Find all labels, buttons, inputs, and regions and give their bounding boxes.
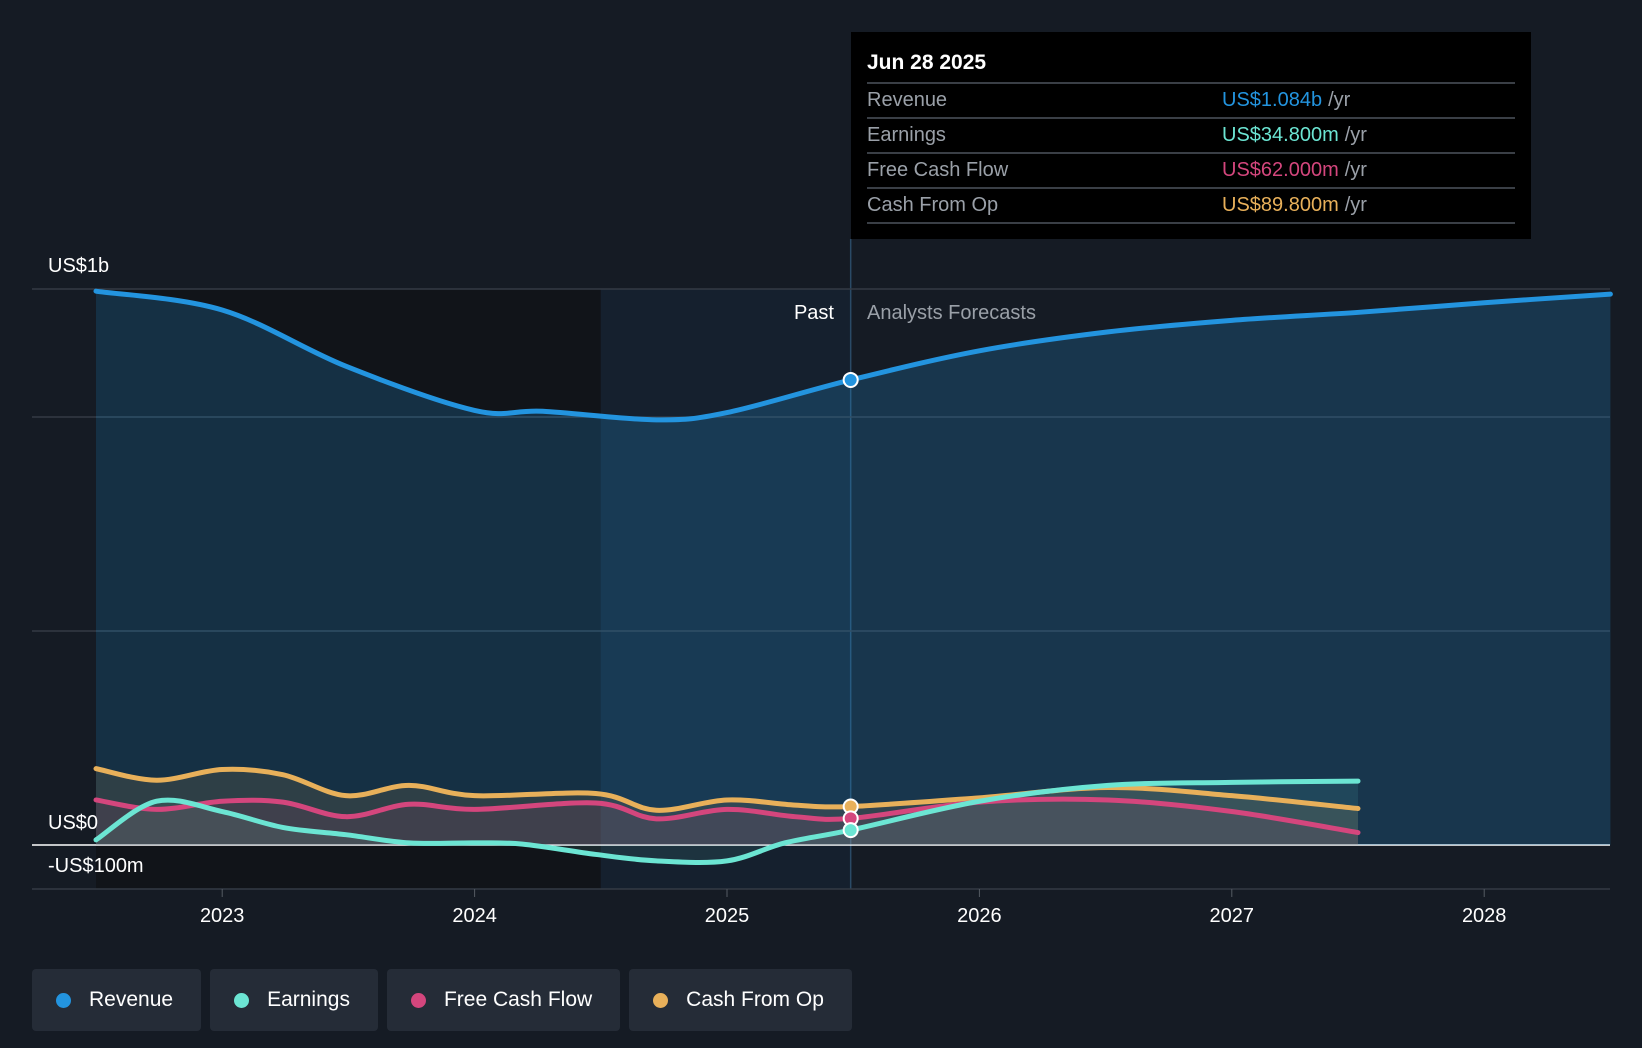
- legend-label: Earnings: [267, 988, 350, 1011]
- legend-free-cash-flow[interactable]: Free Cash Flow: [386, 969, 621, 1031]
- free-cash-flow-area: [96, 799, 1358, 845]
- x-tick-label: 2027: [1210, 905, 1255, 927]
- forecast-label: Analysts Forecasts: [867, 302, 1036, 324]
- y-label-zero: US$0: [48, 812, 98, 834]
- tooltip-row: Revenue US$1.084b/yr: [867, 84, 1515, 119]
- tooltip: Jun 28 2025 Revenue US$1.084b/yr Earnings U…: [851, 32, 1531, 239]
- revenue-marker: [842, 371, 859, 388]
- tooltip-value: US$1.084b: [1222, 89, 1323, 111]
- past-region: [96, 289, 601, 889]
- legend-dot-icon: [56, 992, 71, 1008]
- revenue-area: [96, 291, 1611, 845]
- earnings-marker: [842, 822, 859, 839]
- tooltip-unit: /yr: [1328, 89, 1351, 111]
- tooltip-value: US$89.800m: [1222, 194, 1339, 216]
- tooltip-row: Free Cash Flow US$62.000m/yr: [867, 154, 1515, 189]
- revenue-line: [93, 288, 1613, 423]
- x-tick-label: 2028: [1462, 905, 1507, 927]
- tooltip-date: Jun 28 2025: [867, 48, 1515, 84]
- x-tick-label: 2025: [705, 905, 750, 927]
- legend-cash-from-op[interactable]: Cash From Op: [629, 969, 852, 1031]
- legend-dot-icon: [410, 992, 426, 1008]
- y-label-bottom: -US$100m: [48, 855, 144, 877]
- legend-revenue[interactable]: Revenue: [32, 969, 202, 1031]
- tooltip-row: Earnings US$34.800m/yr: [867, 119, 1515, 154]
- past-label: Past: [794, 302, 834, 324]
- y-label-top: US$1b: [48, 255, 109, 277]
- tooltip-unit: /yr: [1344, 159, 1367, 181]
- tooltip-label: Free Cash Flow: [867, 159, 1009, 181]
- tooltip-unit: /yr: [1344, 124, 1367, 146]
- tooltip-label: Earnings: [867, 124, 946, 146]
- tooltip-label: Cash From Op: [867, 194, 999, 216]
- tooltip-label: Revenue: [867, 89, 948, 111]
- legend-dot-icon: [234, 992, 250, 1008]
- tooltip-value: US$62.000m: [1222, 159, 1339, 181]
- earnings-line: [93, 778, 1361, 865]
- x-tick-label: 2024: [452, 905, 497, 927]
- legend-label: Free Cash Flow: [443, 988, 593, 1011]
- tooltip-value: US$34.800m: [1222, 124, 1339, 146]
- free-cash-flow-line: [93, 796, 1361, 836]
- tooltip-row: Cash From Op US$89.800m/yr: [867, 189, 1515, 224]
- legend-label: Cash From Op: [686, 988, 824, 1011]
- x-tick-label: 2023: [200, 905, 245, 927]
- x-tick-label: 2026: [957, 905, 1002, 927]
- legend-label: Revenue: [89, 988, 174, 1011]
- tooltip-unit: /yr: [1344, 194, 1367, 216]
- legend-earnings[interactable]: Earnings: [210, 969, 378, 1031]
- legend: Revenue Earnings Free Cash Flow Cash From O…: [32, 969, 852, 1031]
- legend-dot-icon: [653, 992, 669, 1008]
